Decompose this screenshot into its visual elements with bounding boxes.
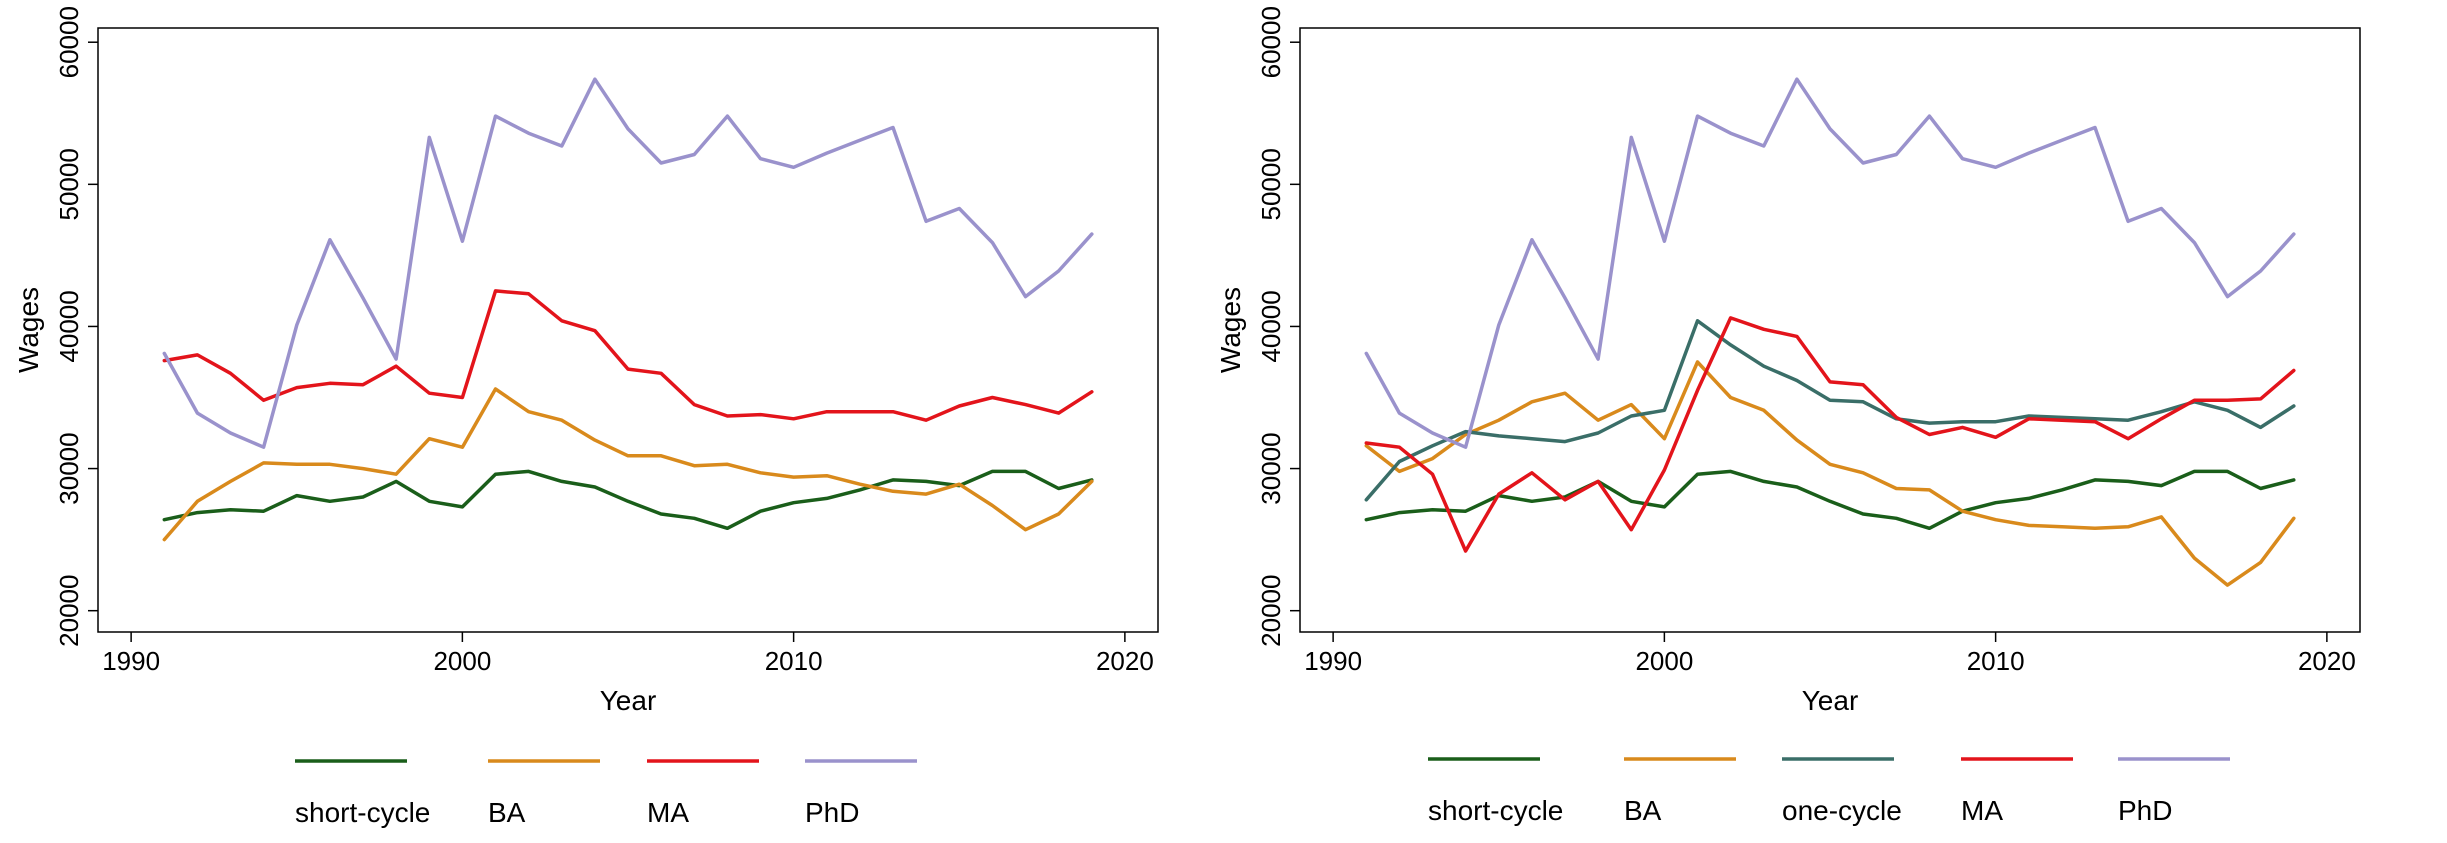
y-tick-label: 30000 [54,432,84,504]
series-line-one-cycle [1364,319,2296,502]
x-axis-label: Year [1802,685,1859,716]
y-tick-label: 30000 [1256,432,1286,504]
y-tick-label: 50000 [1256,148,1286,220]
right-chart-panel: 20000 30000 40000 50000 60000 1990 2000 2010 202… [1215,6,2361,826]
y-axis-label: Wages [13,287,44,373]
legend-label-BA: BA [488,797,526,828]
y-tick-label: 20000 [1256,575,1286,647]
legend-label-PhD: PhD [2118,795,2172,826]
legend-label-BA: BA [1624,795,1662,826]
plot-frame [1299,27,2361,633]
y-tick-label: 60000 [1256,6,1286,78]
legend-label-MA: MA [1961,795,2003,826]
x-tick-label: 1990 [1304,646,1362,676]
legend-label-short-cycle: short-cycle [1428,795,1563,826]
legend-label-short-cycle: short-cycle [295,797,430,828]
series-line-short-cycle [1364,469,2296,531]
series-line-BA [162,387,1094,542]
series-line-BA [1364,360,2296,587]
y-axis-label: Wages [1215,287,1246,373]
plot-frame [97,27,1159,633]
y-tick-label: 40000 [1256,290,1286,362]
x-tick-label: 2000 [433,646,491,676]
y-tick-label: 20000 [54,575,84,647]
x-axis-label: Year [600,685,657,716]
x-tick-label: 2020 [1096,646,1154,676]
series-line-PhD [162,77,1094,449]
y-tick-label: 50000 [54,148,84,220]
x-tick-label: 2010 [765,646,823,676]
x-tick-label: 1990 [102,646,160,676]
x-tick-label: 2010 [1967,646,2025,676]
x-tick-label: 2000 [1635,646,1693,676]
y-tick-label: 60000 [54,6,84,78]
legend-label-one-cycle: one-cycle [1782,795,1902,826]
left-chart-panel: 20000 30000 40000 50000 60000 1990 2000 2010 202… [13,6,1159,828]
series-line-short-cycle [162,469,1094,531]
series-line-PhD [1364,77,2296,449]
y-tick-label: 40000 [54,290,84,362]
series-line-MA [1364,316,2296,553]
x-tick-label: 2020 [2298,646,2356,676]
legend-label-PhD: PhD [805,797,859,828]
legend-label-MA: MA [647,797,689,828]
series-line-MA [162,289,1094,422]
